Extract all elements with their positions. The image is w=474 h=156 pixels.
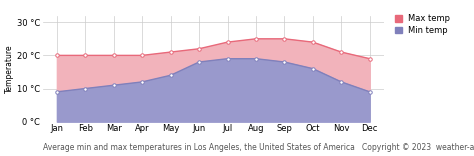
Text: Average min and max temperatures in Los Angeles, the United States of America   : Average min and max temperatures in Los … — [43, 143, 474, 152]
Y-axis label: Temperature: Temperature — [5, 44, 14, 93]
Legend: Max temp, Min temp: Max temp, Min temp — [395, 15, 450, 35]
